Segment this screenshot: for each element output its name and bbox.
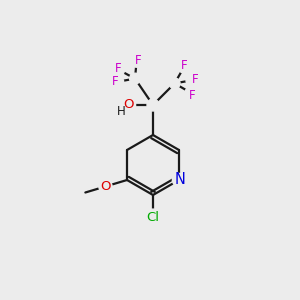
- Circle shape: [186, 75, 196, 85]
- Text: Cl: Cl: [146, 211, 160, 224]
- Circle shape: [178, 63, 189, 73]
- Text: F: F: [112, 75, 119, 88]
- Circle shape: [172, 173, 186, 187]
- Text: F: F: [134, 54, 141, 67]
- Circle shape: [130, 73, 140, 84]
- Circle shape: [169, 78, 180, 89]
- Text: N: N: [175, 172, 186, 188]
- Text: O: O: [124, 98, 134, 112]
- Text: F: F: [115, 62, 122, 76]
- Text: O: O: [100, 180, 111, 193]
- Circle shape: [99, 180, 112, 193]
- Circle shape: [145, 209, 161, 226]
- Circle shape: [113, 76, 124, 87]
- Text: F: F: [181, 59, 188, 72]
- Text: H: H: [117, 105, 126, 118]
- Text: F: F: [191, 73, 198, 86]
- Circle shape: [122, 98, 136, 112]
- Circle shape: [131, 57, 142, 67]
- Circle shape: [185, 87, 195, 98]
- Text: F: F: [189, 89, 196, 102]
- Circle shape: [147, 99, 159, 111]
- Circle shape: [114, 65, 124, 75]
